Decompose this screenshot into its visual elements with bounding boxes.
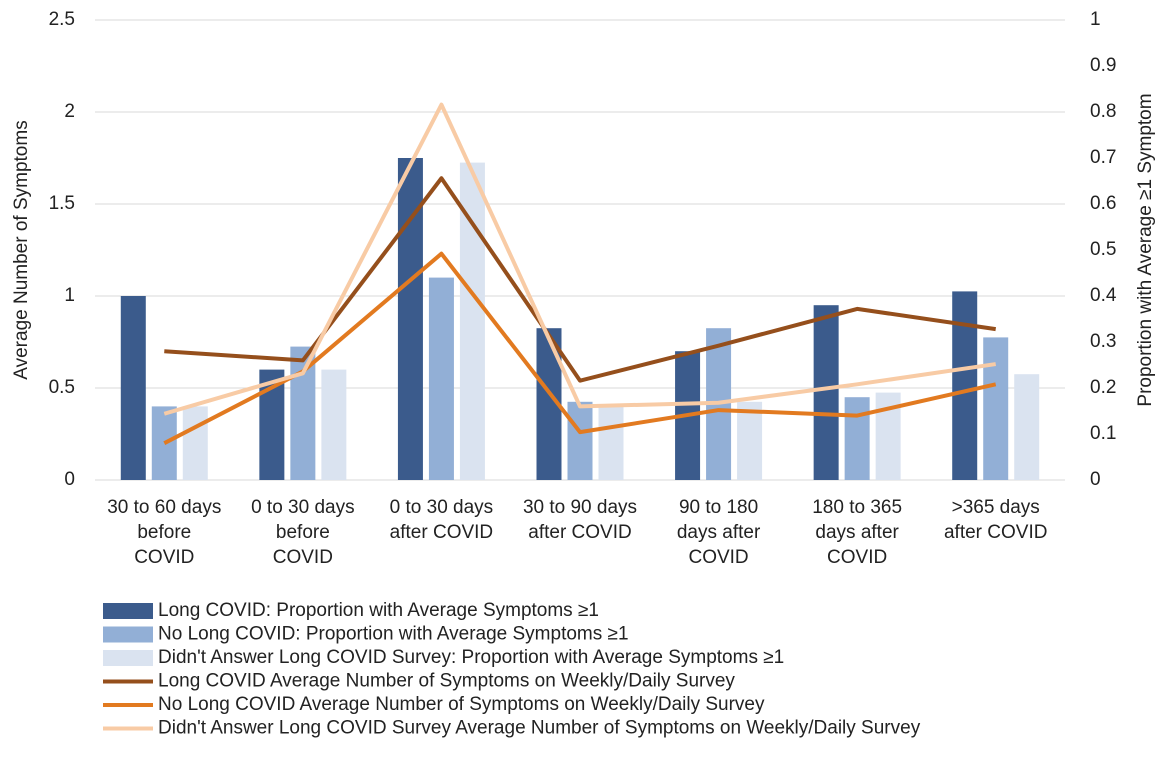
y2-tick-label: 0.3 [1090, 331, 1116, 352]
line [163, 102, 997, 416]
x-tick-label: after COVID [944, 522, 1047, 543]
y-tick-label: 2 [64, 101, 75, 122]
y-tick-label: 0.5 [49, 377, 75, 398]
bar [737, 401, 763, 480]
bar [1014, 374, 1040, 480]
bar [844, 397, 870, 480]
x-tick-label: COVID [827, 547, 887, 568]
x-tick-label: 30 to 90 days [523, 497, 637, 518]
legend-label: Long COVID Average Number of Symptoms on… [158, 671, 735, 692]
line [164, 176, 997, 383]
y2-tick-label: 0.5 [1090, 239, 1116, 260]
x-tick-label: COVID [688, 547, 748, 568]
legend-label: No Long COVID: Proportion with Average S… [158, 624, 629, 645]
bar [598, 406, 624, 480]
legend-label: Didn't Answer Long COVID Survey: Proport… [158, 647, 784, 668]
bar [428, 277, 454, 480]
bar [397, 158, 423, 480]
bar [459, 162, 485, 480]
y2-tick-label: 0.7 [1090, 147, 1116, 168]
y2-axis-label: Proportion with Average ≥1 Symptom [1135, 93, 1156, 406]
x-tick-label: COVID [273, 547, 333, 568]
bar [321, 369, 347, 480]
legend-swatch [103, 626, 153, 643]
y-axis-label: Average Number of Symptoms [11, 120, 32, 379]
x-tick-label: 180 to 365 [812, 497, 902, 518]
legend-swatch [103, 650, 153, 666]
bar [567, 401, 593, 480]
bar [182, 406, 208, 480]
x-tick-label: 0 to 30 days [251, 497, 355, 518]
y2-tick-label: 0.8 [1090, 101, 1116, 122]
y-tick-label: 2.5 [49, 9, 75, 30]
legend-label: Long COVID: Proportion with Average Symp… [158, 600, 599, 621]
y2-tick-label: 0.2 [1090, 377, 1116, 398]
bar [120, 296, 146, 480]
bar [983, 337, 1009, 480]
legend-swatch [103, 603, 153, 619]
x-tick-label: 90 to 180 [679, 497, 758, 518]
x-tick-label: 0 to 30 days [390, 497, 494, 518]
y2-tick-label: 0.4 [1090, 285, 1117, 306]
legend-label: Didn't Answer Long COVID Survey Average … [158, 718, 921, 739]
bar [952, 291, 978, 480]
x-tick-label: after COVID [528, 522, 631, 543]
y-tick-label: 1 [64, 285, 75, 306]
x-tick-label: before [276, 522, 330, 543]
legend-label: No Long COVID Average Number of Symptoms… [158, 694, 765, 715]
y-tick-label: 1.5 [49, 193, 75, 214]
y2-tick-label: 1 [1090, 9, 1101, 30]
bar [813, 305, 839, 480]
y2-tick-label: 0.6 [1090, 193, 1116, 214]
x-tick-label: days after [677, 522, 761, 543]
y2-tick-label: 0 [1090, 469, 1101, 490]
y2-tick-label: 0.9 [1090, 55, 1116, 76]
y-tick-label: 0 [64, 469, 75, 490]
y2-tick-label: 0.1 [1090, 423, 1116, 444]
x-tick-label: 30 to 60 days [107, 497, 221, 518]
x-tick-label: days after [815, 522, 899, 543]
x-tick-label: >365 days [952, 497, 1040, 518]
x-tick-label: COVID [134, 547, 194, 568]
x-tick-label: before [137, 522, 191, 543]
x-tick-label: after COVID [390, 522, 493, 543]
